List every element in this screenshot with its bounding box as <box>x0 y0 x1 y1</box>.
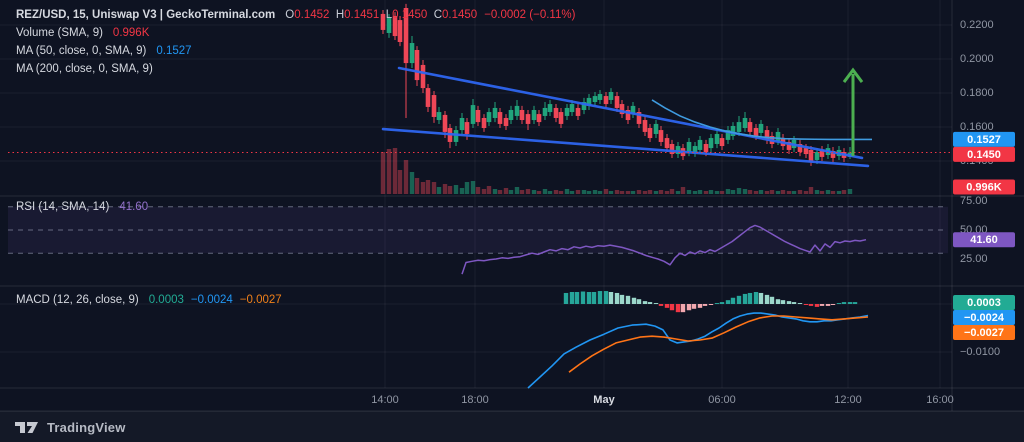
axis-price-badge: 0.0003 <box>953 295 1015 311</box>
symbol-legend-row[interactable]: REZ/USD, 15, Uniswap V3 | GeckoTerminal.… <box>16 6 575 24</box>
axis-price-badge: −0.0027 <box>953 325 1015 341</box>
macd-label: MACD (12, 26, close, 9) <box>16 294 139 306</box>
svg-text:0.2000: 0.2000 <box>960 53 994 65</box>
svg-text:18:00: 18:00 <box>461 394 489 406</box>
svg-text:−0.0100: −0.0100 <box>960 346 1000 358</box>
svg-text:0.2200: 0.2200 <box>960 19 994 31</box>
rsi-label: RSI (14, SMA, 14) <box>16 201 110 213</box>
macd-signal-value: −0.0027 <box>239 294 282 306</box>
ma50-line <box>651 99 872 141</box>
axis-price-badge: 41.60 <box>953 232 1015 248</box>
svg-text:12:00: 12:00 <box>834 394 862 406</box>
axis-price-badge: 0.996K <box>953 179 1015 195</box>
volume-label: Volume (SMA, 9) <box>16 27 103 39</box>
axis-price-badge: 0.1527 <box>953 131 1015 147</box>
grid-lines <box>0 0 952 388</box>
svg-text:0.996K: 0.996K <box>966 181 1002 193</box>
rsi-band <box>8 206 948 254</box>
svg-text:0.1800: 0.1800 <box>960 87 994 99</box>
svg-text:0.1450: 0.1450 <box>967 149 1001 161</box>
svg-text:May: May <box>593 394 615 406</box>
change-value: −0.0002 (−0.11%) <box>484 9 576 21</box>
tradingview-brand-text[interactable]: TradingView <box>47 419 126 435</box>
svg-text:0.0003: 0.0003 <box>967 297 1001 309</box>
ma200-legend-row[interactable]: MA (200, close, 0, SMA, 9) <box>16 60 575 78</box>
footer-bar: TradingView <box>0 411 1024 442</box>
svg-text:−0.0024: −0.0024 <box>964 312 1005 324</box>
ma200-label: MA (200, close, 0, SMA, 9) <box>16 63 153 75</box>
volume-bars <box>380 148 853 194</box>
volume-value: 0.996K <box>112 27 150 39</box>
up-arrow-drawing[interactable] <box>842 67 864 157</box>
svg-text:16:00: 16:00 <box>926 394 954 406</box>
rsi-value: 41.60 <box>119 201 149 213</box>
tradingview-logo-icon[interactable] <box>14 417 40 437</box>
svg-text:41.60: 41.60 <box>970 234 998 246</box>
main-legend[interactable]: REZ/USD, 15, Uniswap V3 | GeckoTerminal.… <box>16 6 575 78</box>
rsi-legend-row[interactable]: RSI (14, SMA, 14) 41.60 <box>16 198 148 216</box>
svg-text:14:00: 14:00 <box>371 394 399 406</box>
macd-line-value: −0.0024 <box>190 294 233 306</box>
trendline-drawings[interactable] <box>381 66 870 168</box>
time-axis[interactable]: 14:00 18:00 May 06:00 12:00 16:00 <box>371 394 954 406</box>
svg-text:06:00: 06:00 <box>708 394 736 406</box>
rsi-line <box>461 224 867 275</box>
volume-legend-row[interactable]: Volume (SMA, 9) 0.996K <box>16 24 575 42</box>
svg-text:0.1600: 0.1600 <box>960 121 994 133</box>
svg-text:0.1527: 0.1527 <box>967 134 1001 146</box>
ma50-value: 0.1527 <box>156 45 192 57</box>
ohlc-values: O0.1452 H0.1451 L0.1450 C0.1450 <box>285 9 478 21</box>
macd-hist-value: 0.0003 <box>148 294 184 306</box>
svg-text:75.00: 75.00 <box>960 195 988 207</box>
macd-legend-row[interactable]: MACD (12, 26, close, 9) 0.0003 −0.0024 −… <box>16 291 282 309</box>
pane-separators[interactable] <box>0 0 1024 412</box>
macd-signal-line <box>568 315 869 373</box>
axis-price-badge: −0.0024 <box>953 310 1015 326</box>
macd-line <box>527 312 869 389</box>
ma50-label: MA (50, close, 0, SMA, 9) <box>16 45 147 57</box>
symbol-title: REZ/USD, 15, Uniswap V3 | GeckoTerminal.… <box>16 9 276 21</box>
svg-text:25.00: 25.00 <box>960 253 988 265</box>
svg-text:−0.0027: −0.0027 <box>964 327 1004 339</box>
macd-histogram <box>563 291 858 313</box>
ma50-legend-row[interactable]: MA (50, close, 0, SMA, 9) 0.1527 <box>16 42 575 60</box>
axis-price-badge: 0.1450 <box>953 146 1015 162</box>
